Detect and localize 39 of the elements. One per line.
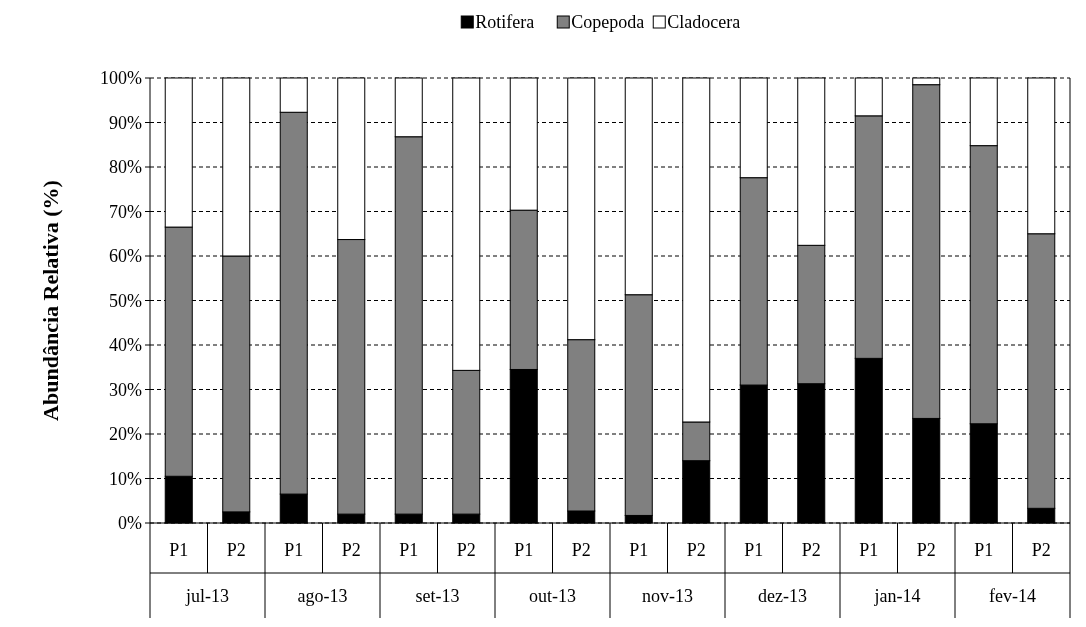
x-tick-label: P2: [571, 540, 591, 560]
y-tick-label: 100%: [100, 68, 142, 89]
x-tick-label: P1: [744, 540, 764, 560]
y-tick-label: 70%: [109, 201, 142, 222]
y-tick-label: 20%: [109, 424, 142, 445]
x-tick-label: P2: [1031, 540, 1051, 560]
legend-label: Cladocera: [667, 12, 741, 32]
text: jan-14: [873, 586, 921, 606]
x-tick-label: P2: [686, 540, 706, 560]
text: dez-13: [758, 586, 807, 606]
text: ago-13: [297, 586, 348, 606]
x-tick-label: P1: [169, 540, 189, 560]
x-tick-label: P2: [916, 540, 936, 560]
x-tick-label: P2: [341, 540, 361, 560]
legend-label: Copepoda: [571, 12, 645, 32]
y-tick-label: 30%: [109, 379, 142, 400]
y-tick-label: 10%: [109, 468, 142, 489]
x-tick-label: P1: [284, 540, 304, 560]
y-axis-title: Abundância Relativa (%): [38, 180, 63, 421]
x-tick-label: P1: [974, 540, 994, 560]
text: set-13: [415, 586, 460, 606]
x-tick-label: P1: [859, 540, 879, 560]
text: nov-13: [642, 586, 693, 606]
text: fev-14: [989, 586, 1036, 606]
y-tick-label: 0%: [118, 513, 142, 534]
text: out-13: [529, 586, 576, 606]
x-tick-label: P1: [514, 540, 534, 560]
x-tick-label: P2: [226, 540, 246, 560]
y-tick-label: 50%: [109, 290, 142, 311]
y-tick-label: 90%: [109, 112, 142, 133]
x-tick-label: P2: [801, 540, 821, 560]
legend-label: Rotifera: [475, 12, 535, 32]
x-tick-label: P2: [456, 540, 476, 560]
y-tick-label: 40%: [109, 335, 142, 356]
y-tick-label: 80%: [109, 157, 142, 178]
text: jul-13: [185, 586, 229, 606]
y-tick-label: 60%: [109, 246, 142, 267]
x-tick-label: P1: [629, 540, 649, 560]
x-tick-label: P1: [399, 540, 419, 560]
